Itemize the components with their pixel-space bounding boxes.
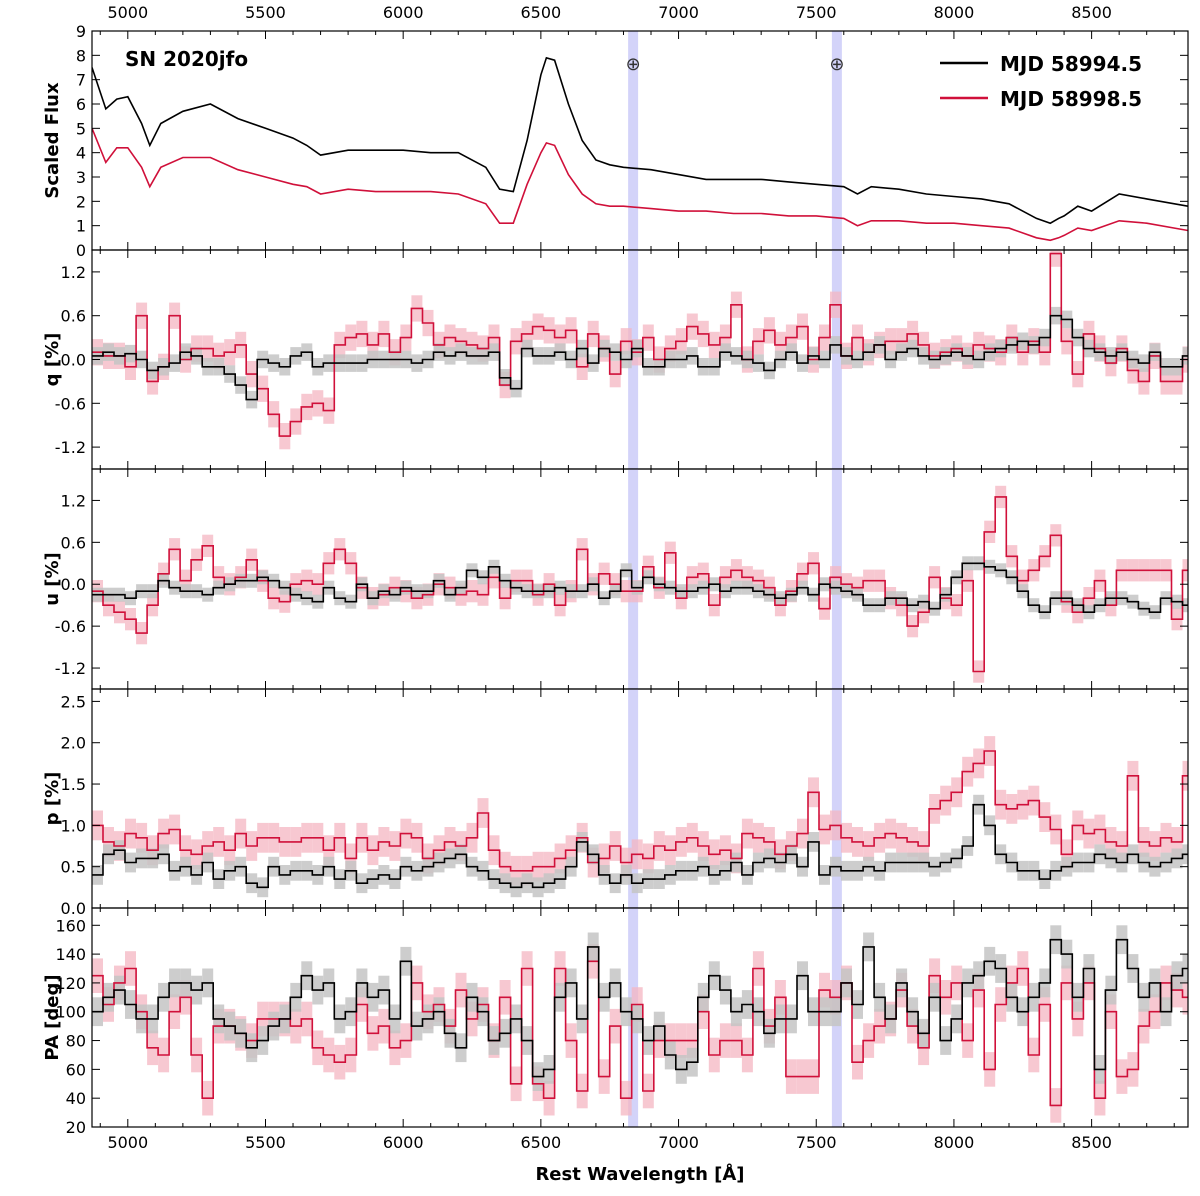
error-bin — [1050, 250, 1062, 267]
y-tick-label: 2.0 — [61, 734, 86, 753]
y-tick-label: 3 — [76, 168, 86, 187]
y-tick-label: 0.6 — [61, 533, 86, 552]
legend-label-mjd-58998: MJD 58998.5 — [1000, 87, 1142, 111]
x-tick-labels-bottom: 5000 5500 6000 6500 7000 7500 8000 8500 — [107, 1133, 1112, 1152]
flux-line-mjd-58994 — [92, 56, 1188, 225]
y-tick-label: -0.6 — [55, 394, 86, 413]
y-tick-label: 140 — [55, 945, 86, 964]
x-tick-label-bottom: 8000 — [934, 1133, 975, 1152]
y-tick-label: 20 — [66, 1118, 86, 1137]
x-tick-label-top: 6000 — [383, 3, 424, 22]
x-tick-label-bottom: 6500 — [521, 1133, 562, 1152]
panel-frame-pa — [91, 907, 1189, 1128]
y-tick-label: 5 — [76, 119, 86, 138]
x-tick-label-bottom: 5000 — [107, 1133, 148, 1152]
panel-plot-pa — [92, 908, 1188, 1127]
y-axis-title-flux: Scaled Flux — [42, 82, 63, 199]
step-line-q-mjd-58994 — [92, 314, 1188, 401]
x-tick-labels-top: 5000 5500 6000 6500 7000 7500 8000 8500 — [107, 3, 1112, 22]
y-tick-label: 1.2 — [61, 263, 86, 282]
y-axis-title-u: u [%] — [42, 552, 63, 606]
panel-u: -1.2 -0.6 0.0 0.6 1.2 u [%] — [42, 468, 1189, 690]
y-tick-label: 2 — [76, 192, 86, 211]
panel-plot-flux — [92, 31, 1188, 250]
y-tick-label: 1 — [76, 217, 86, 236]
y-tick-label: 6 — [76, 95, 86, 114]
telluric-band-1 — [831, 689, 842, 908]
y-tick-label: 120 — [55, 974, 86, 993]
y-tick-label: 40 — [66, 1089, 86, 1108]
y-tick-label: 1.5 — [61, 775, 86, 794]
y-tick-label: -1.2 — [55, 438, 86, 457]
y-tick-label: 0 — [76, 241, 86, 260]
legend-label-mjd-58994: MJD 58994.5 — [1000, 52, 1142, 76]
x-tick-label-bottom: 5500 — [245, 1133, 286, 1152]
x-axis-title: Rest Wavelength [Å] — [535, 1162, 744, 1185]
y-tick-label: 1.2 — [61, 491, 86, 510]
legend: MJD 58994.5 MJD 58998.5 — [940, 52, 1142, 111]
telluric-symbol-1: ⊕ — [829, 54, 844, 75]
chart-title: SN 2020jfo — [125, 47, 248, 71]
telluric-symbol-0: ⊕ — [626, 54, 641, 75]
y-tick-label: -0.6 — [55, 617, 86, 636]
y-tick-label: 2.5 — [61, 692, 86, 711]
y-tick-label: 0.5 — [61, 858, 86, 877]
y-tick-label: 0.0 — [61, 351, 86, 370]
step-line-p-mjd-58998 — [92, 750, 1188, 872]
y-tick-label: 60 — [66, 1060, 86, 1079]
y-tick-label: 7 — [76, 71, 86, 90]
telluric-band-0 — [628, 31, 639, 250]
y-tick-label: 1.0 — [61, 816, 86, 835]
panel-q: -1.2 -0.6 0.0 0.6 1.2 q [%] — [42, 249, 1189, 470]
y-tick-label: 80 — [66, 1032, 86, 1051]
panel-p: 0.0 0.5 1.0 1.5 2.0 2.5 p [%] — [42, 688, 1189, 918]
y-tick-label: 0.6 — [61, 307, 86, 326]
y-axis-title-pa: PA [deg] — [42, 974, 63, 1060]
x-tick-label-bottom: 7000 — [658, 1133, 699, 1152]
panel-plot-u — [92, 469, 1188, 689]
x-tick-label-bottom: 6000 — [383, 1133, 424, 1152]
step-line-u-mjd-58998 — [92, 496, 1188, 673]
x-tick-label-top: 8000 — [934, 3, 975, 22]
x-tick-label-top: 7000 — [658, 3, 699, 22]
panel-plot-q — [92, 250, 1188, 469]
y-tick-label: 0.0 — [61, 575, 86, 594]
step-line-pa-mjd-58994 — [92, 938, 1188, 1078]
y-tick-label: 9 — [76, 22, 86, 41]
panel-flux: ⊕ ⊕ 0 1 2 3 4 5 6 7 8 9 Scaled Flux — [42, 22, 1189, 260]
y-tick-label: 160 — [55, 916, 86, 935]
x-tick-label-top: 5000 — [107, 3, 148, 22]
panel-plot-p — [92, 689, 1188, 908]
y-tick-label: 100 — [55, 1003, 86, 1022]
x-tick-label-top: 5500 — [245, 3, 286, 22]
y-tick-label: 4 — [76, 144, 86, 163]
y-tick-label: -1.2 — [55, 659, 86, 678]
y-tick-label: 8 — [76, 46, 86, 65]
panels-layer: ⊕ ⊕ 0 1 2 3 4 5 6 7 8 9 Scaled Flux -1.2 -0.6 0.0 0.6 1.2… — [42, 3, 1189, 1152]
x-tick-label-top: 6500 — [521, 3, 562, 22]
x-tick-label-bottom: 8500 — [1071, 1133, 1112, 1152]
step-line-p-mjd-58994 — [92, 803, 1188, 889]
telluric-band-1 — [831, 250, 842, 469]
y-tick-label: 0.0 — [61, 899, 86, 918]
y-axis-title-q: q [%] — [42, 333, 63, 387]
x-tick-label-top: 7500 — [796, 3, 837, 22]
x-tick-label-top: 8500 — [1071, 3, 1112, 22]
telluric-band-1 — [831, 31, 842, 250]
flux-line-mjd-58998 — [92, 127, 1188, 242]
step-line-u-mjd-58994 — [92, 562, 1188, 613]
telluric-band-0 — [628, 469, 639, 689]
y-axis-title-p: p [%] — [42, 772, 63, 826]
telluric-band-0 — [628, 689, 639, 908]
x-tick-label-bottom: 7500 — [796, 1133, 837, 1152]
panel-pa: 20 40 60 80 100 120 140 160 PA [deg] — [42, 907, 1189, 1137]
